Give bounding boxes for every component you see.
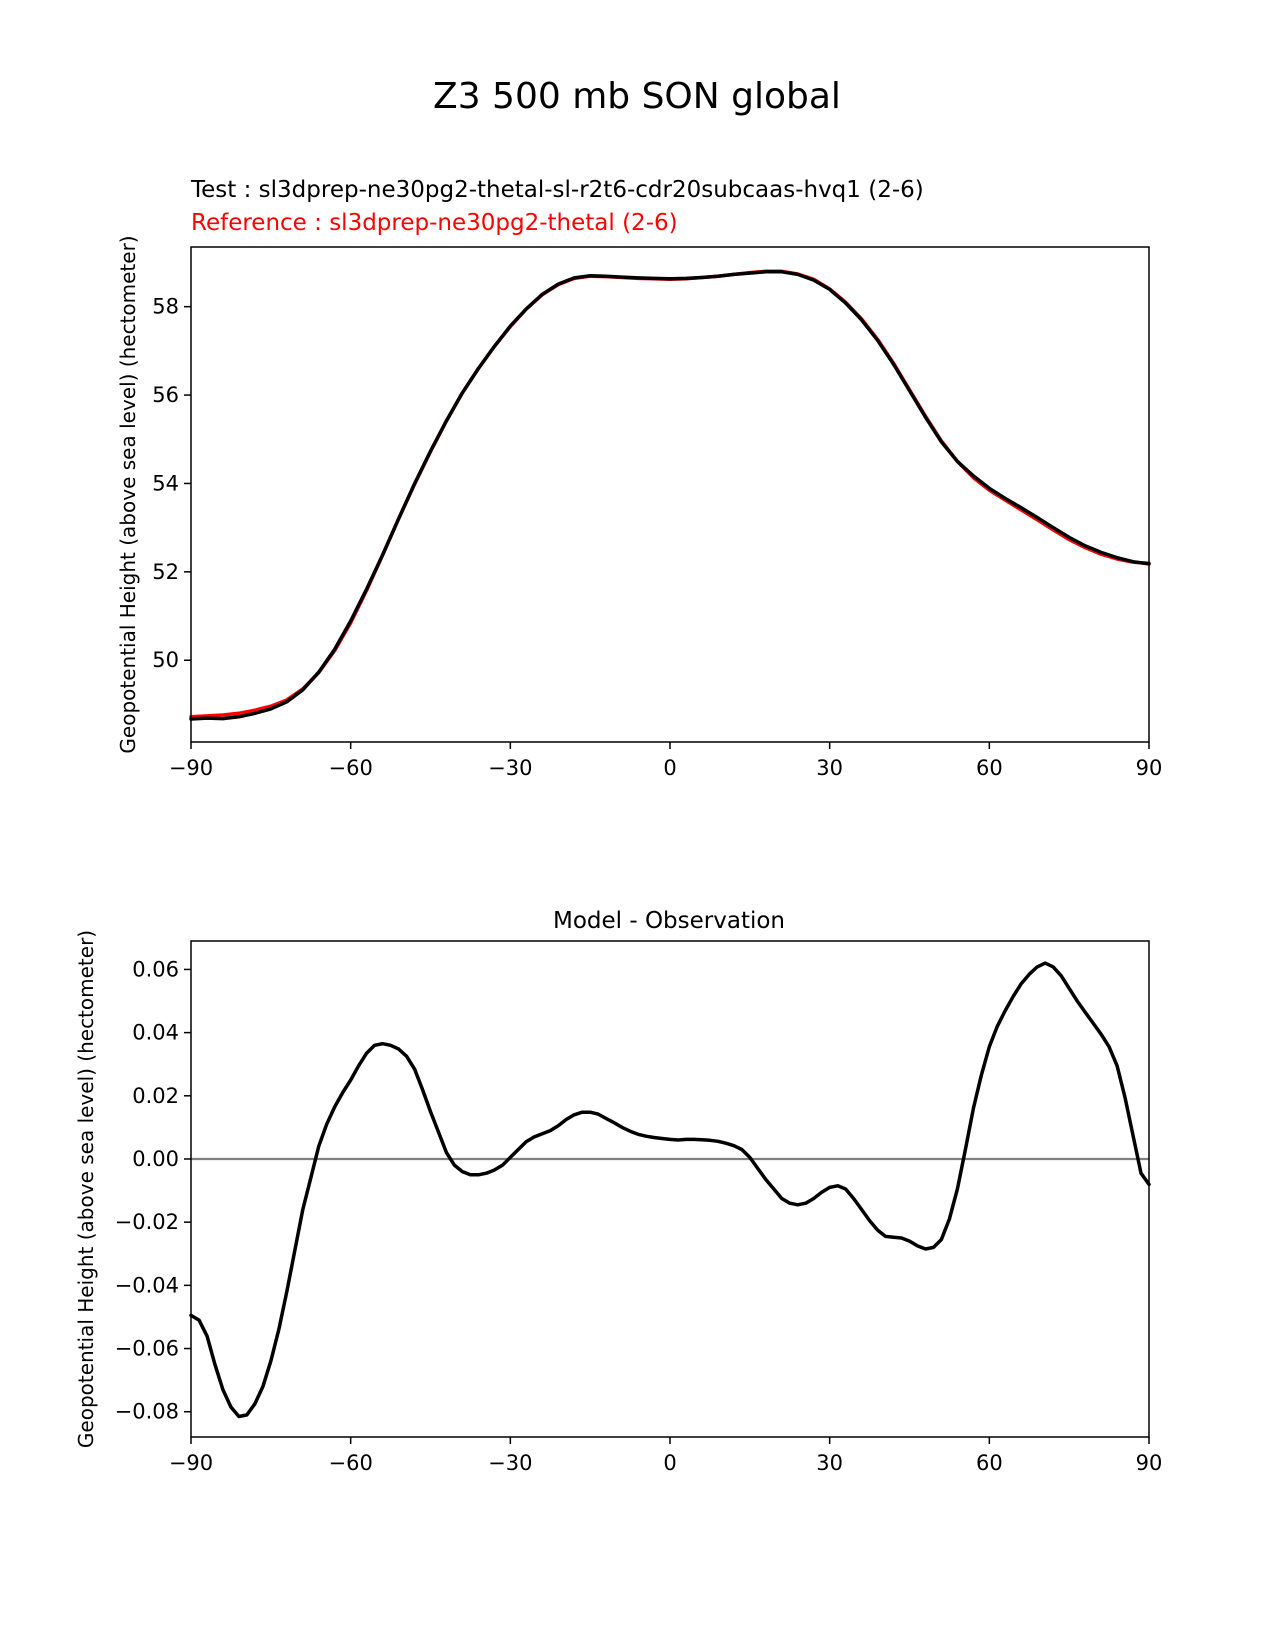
top-y-tick-label: 54 (152, 471, 179, 495)
top-y-axis-label: Geopotential Height (above sea level) (h… (116, 235, 140, 753)
top-x-tick-label: 30 (816, 756, 843, 780)
reference-label: Reference : sl3dprep-ne30pg2-thetal (2-6… (191, 210, 678, 236)
bottom-y-tick-label: 0.00 (132, 1147, 179, 1171)
top-series-test (189, 270, 1151, 721)
test-label: Test : sl3dprep-ne30pg2-thetal-sl-r2t6-c… (190, 177, 924, 203)
top-plot-frame (190, 246, 1150, 743)
bottom-x-tick-label: 0 (663, 1451, 676, 1475)
bottom-x-tick-label: 30 (816, 1451, 843, 1475)
bottom-x-tick-label: 60 (976, 1451, 1003, 1475)
bottom-y-tick-label: −0.06 (115, 1337, 179, 1361)
bottom-ticks: −90 −60 −30 0 30 60 90 0.06 0.04 0.02 0.00 −0.02 −0.… (115, 957, 1163, 1475)
bottom-y-tick-label: 0.06 (132, 957, 179, 981)
top-x-tick-label: 60 (976, 756, 1003, 780)
top-x-tick-label: 90 (1136, 756, 1163, 780)
bottom-panel-title: Model - Observation (553, 908, 785, 934)
bottom-x-tick-label: −60 (329, 1451, 373, 1475)
top-ticks: −90 −60 −30 0 30 60 90 50 52 54 56 58 (152, 295, 1162, 780)
bottom-y-tick-label: −0.08 (115, 1400, 179, 1424)
bottom-x-tick-label: −90 (169, 1451, 213, 1475)
bottom-x-tick-label: 90 (1136, 1451, 1163, 1475)
top-panel: Test : sl3dprep-ne30pg2-thetal-sl-r2t6-c… (116, 177, 1162, 780)
top-x-tick-label: 0 (663, 756, 676, 780)
bottom-y-tick-label: −0.04 (115, 1273, 179, 1297)
bottom-y-tick-label: 0.04 (132, 1021, 179, 1045)
bottom-plot-lines (189, 961, 1151, 1419)
top-y-tick-label: 52 (152, 560, 179, 584)
top-x-tick-label: −90 (169, 756, 213, 780)
bottom-y-tick-label: −0.02 (115, 1210, 179, 1234)
bottom-y-tick-label: 0.02 (132, 1084, 179, 1108)
top-y-tick-label: 58 (152, 295, 179, 319)
top-plot-lines (189, 269, 1151, 721)
bottom-x-tick-label: −30 (488, 1451, 532, 1475)
bottom-plot-frame (190, 940, 1150, 1438)
top-x-tick-label: −60 (329, 756, 373, 780)
bottom-panel: Model - Observation Geopotential Height … (74, 908, 1162, 1475)
top-y-tick-label: 56 (152, 383, 179, 407)
top-x-tick-label: −30 (488, 756, 532, 780)
top-y-tick-label: 50 (152, 648, 179, 672)
figure-title: Z3 500 mb SON global (433, 76, 841, 117)
bottom-y-axis-label: Geopotential Height (above sea level) (h… (74, 930, 98, 1448)
bottom-series-difference (189, 961, 1151, 1419)
